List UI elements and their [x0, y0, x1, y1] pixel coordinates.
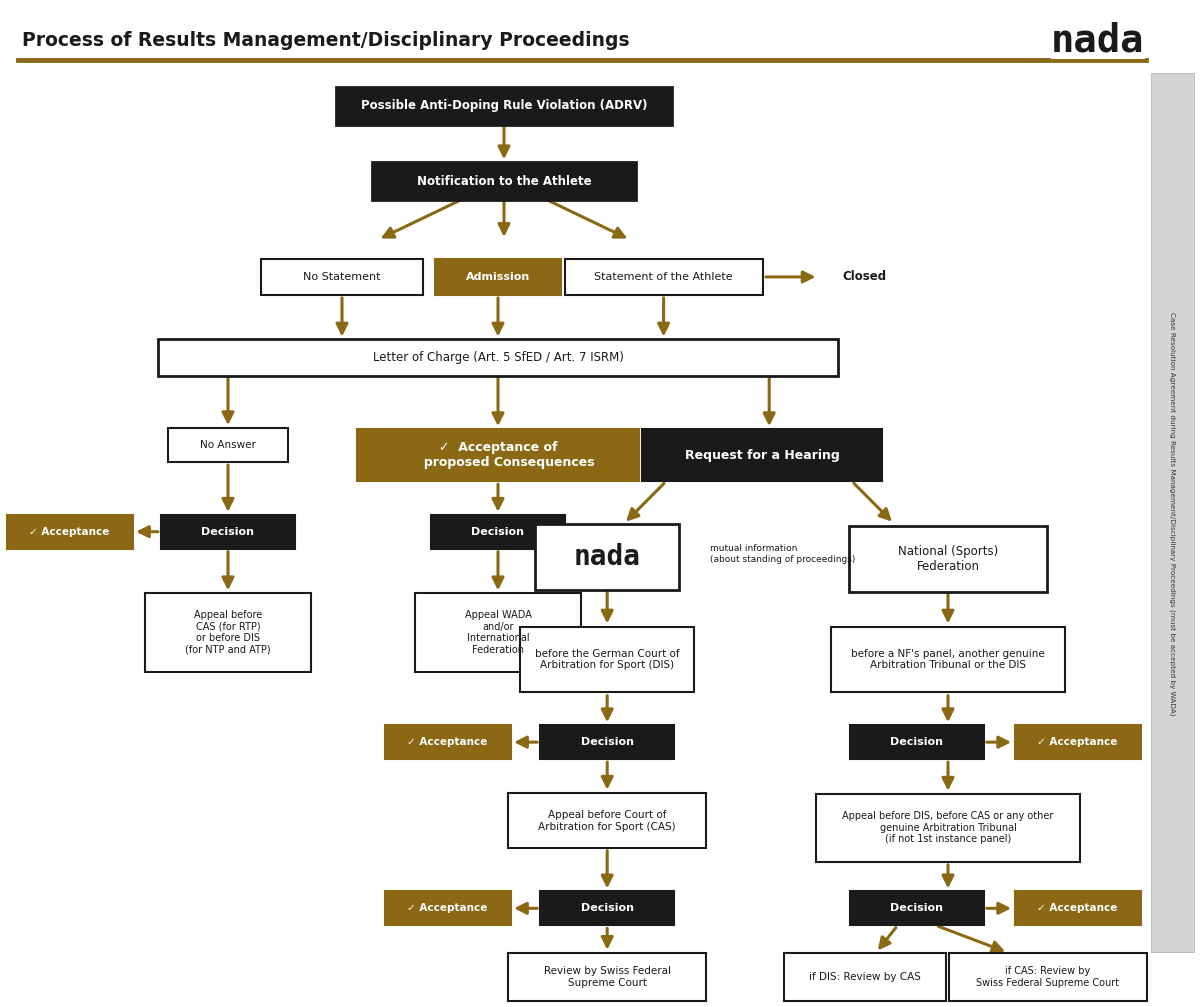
FancyBboxPatch shape — [509, 794, 706, 848]
FancyBboxPatch shape — [436, 259, 562, 295]
Text: Appeal before Court of
Arbitration for Sport (CAS): Appeal before Court of Arbitration for S… — [539, 810, 676, 832]
FancyBboxPatch shape — [415, 593, 581, 672]
Text: ✓ Acceptance: ✓ Acceptance — [1038, 737, 1117, 747]
FancyBboxPatch shape — [385, 891, 511, 925]
FancyBboxPatch shape — [145, 593, 311, 672]
FancyBboxPatch shape — [358, 429, 640, 481]
Text: Process of Results Management/Disciplinary Proceedings: Process of Results Management/Disciplina… — [22, 31, 629, 49]
FancyBboxPatch shape — [385, 725, 511, 759]
Text: ✓ Acceptance: ✓ Acceptance — [1038, 903, 1117, 913]
FancyBboxPatch shape — [168, 428, 288, 462]
FancyBboxPatch shape — [816, 794, 1080, 862]
Text: mutual information
(about standing of proceedings): mutual information (about standing of pr… — [710, 544, 856, 564]
Text: nada: nada — [1051, 21, 1145, 59]
FancyBboxPatch shape — [1015, 725, 1140, 759]
Text: Appeal before
CAS (for RTP)
or before DIS
(for NTP and ATP): Appeal before CAS (for RTP) or before DI… — [185, 610, 271, 655]
Text: Review by Swiss Federal
Supreme Court: Review by Swiss Federal Supreme Court — [544, 966, 671, 988]
FancyBboxPatch shape — [336, 87, 672, 125]
FancyBboxPatch shape — [260, 259, 424, 295]
Text: ✓ Acceptance: ✓ Acceptance — [30, 527, 109, 537]
Text: Decision: Decision — [202, 527, 254, 537]
Text: No Statement: No Statement — [304, 272, 380, 282]
Text: Decision: Decision — [581, 903, 634, 913]
FancyBboxPatch shape — [1015, 891, 1140, 925]
FancyBboxPatch shape — [540, 891, 674, 925]
Text: before a NF's panel, another genuine
Arbitration Tribunal or the DIS: before a NF's panel, another genuine Arb… — [851, 649, 1045, 671]
Text: if DIS: Review by CAS: if DIS: Review by CAS — [809, 972, 922, 982]
Text: Closed: Closed — [842, 271, 886, 283]
FancyBboxPatch shape — [7, 515, 132, 549]
Text: Appeal before DIS, before CAS or any other
genuine Arbitration Tribunal
(if not : Appeal before DIS, before CAS or any oth… — [842, 812, 1054, 844]
FancyBboxPatch shape — [565, 259, 763, 295]
FancyBboxPatch shape — [830, 626, 1066, 693]
Text: Statement of the Athlete: Statement of the Athlete — [594, 272, 733, 282]
Text: ✓ Acceptance: ✓ Acceptance — [408, 903, 487, 913]
FancyBboxPatch shape — [1151, 73, 1194, 952]
Text: Decision: Decision — [472, 527, 524, 537]
FancyBboxPatch shape — [949, 953, 1147, 1001]
FancyBboxPatch shape — [850, 526, 1046, 592]
Text: National (Sports)
Federation: National (Sports) Federation — [898, 545, 998, 573]
Text: ✓ Acceptance: ✓ Acceptance — [408, 737, 487, 747]
Text: Notification to the Athlete: Notification to the Athlete — [416, 175, 592, 187]
FancyBboxPatch shape — [521, 626, 695, 693]
FancyBboxPatch shape — [850, 891, 984, 925]
Text: Appeal WADA
and/or
International
Federation: Appeal WADA and/or International Federat… — [464, 610, 532, 655]
Text: Decision: Decision — [581, 737, 634, 747]
Text: Decision: Decision — [890, 737, 943, 747]
FancyBboxPatch shape — [850, 725, 984, 759]
FancyBboxPatch shape — [158, 339, 838, 376]
Text: ✓  Acceptance of
     proposed Consequences: ✓ Acceptance of proposed Consequences — [402, 441, 594, 469]
Text: Letter of Charge (Art. 5 SfED / Art. 7 ISRM): Letter of Charge (Art. 5 SfED / Art. 7 I… — [372, 351, 624, 364]
Text: No Answer: No Answer — [200, 440, 256, 450]
Text: before the German Court of
Arbitration for Sport (DIS): before the German Court of Arbitration f… — [535, 649, 679, 671]
FancyBboxPatch shape — [785, 953, 946, 1001]
FancyBboxPatch shape — [161, 515, 295, 549]
FancyBboxPatch shape — [431, 515, 565, 549]
Text: Case Resolution Agreement during Results Management/Disciplinary Proceedings (mu: Case Resolution Agreement during Results… — [1169, 312, 1176, 715]
Text: if CAS: Review by
Swiss Federal Supreme Court: if CAS: Review by Swiss Federal Supreme … — [976, 966, 1120, 988]
FancyBboxPatch shape — [372, 162, 636, 200]
FancyBboxPatch shape — [540, 725, 674, 759]
FancyBboxPatch shape — [509, 953, 706, 1001]
Text: Request for a Hearing: Request for a Hearing — [685, 449, 839, 461]
Text: nada: nada — [574, 543, 641, 571]
Text: Admission: Admission — [466, 272, 530, 282]
Text: Possible Anti-Doping Rule Violation (ADRV): Possible Anti-Doping Rule Violation (ADR… — [361, 100, 647, 112]
FancyBboxPatch shape — [535, 524, 679, 590]
Text: Decision: Decision — [890, 903, 943, 913]
FancyBboxPatch shape — [642, 429, 882, 481]
